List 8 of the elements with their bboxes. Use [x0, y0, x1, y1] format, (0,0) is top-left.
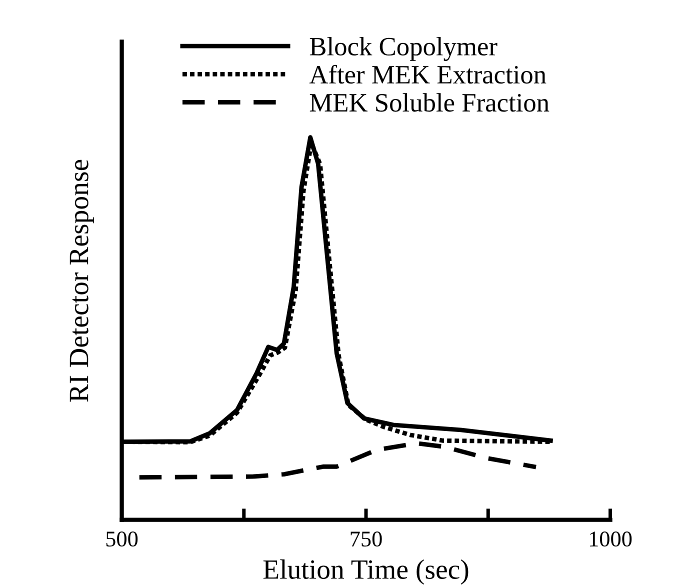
legend-label: Block Copolymer: [310, 36, 498, 61]
x-tick-label: 500: [106, 532, 138, 547]
legend-label: MEK Soluble Fraction: [310, 93, 550, 112]
x-tick-label: 750: [350, 532, 382, 547]
x-tick-label: 1000: [590, 532, 632, 547]
x-axis-title: Elution Time (sec): [263, 559, 468, 585]
legend-label: After MEK Extraction: [309, 64, 546, 84]
y-axis-title: RI Detector Response: [70, 160, 94, 402]
